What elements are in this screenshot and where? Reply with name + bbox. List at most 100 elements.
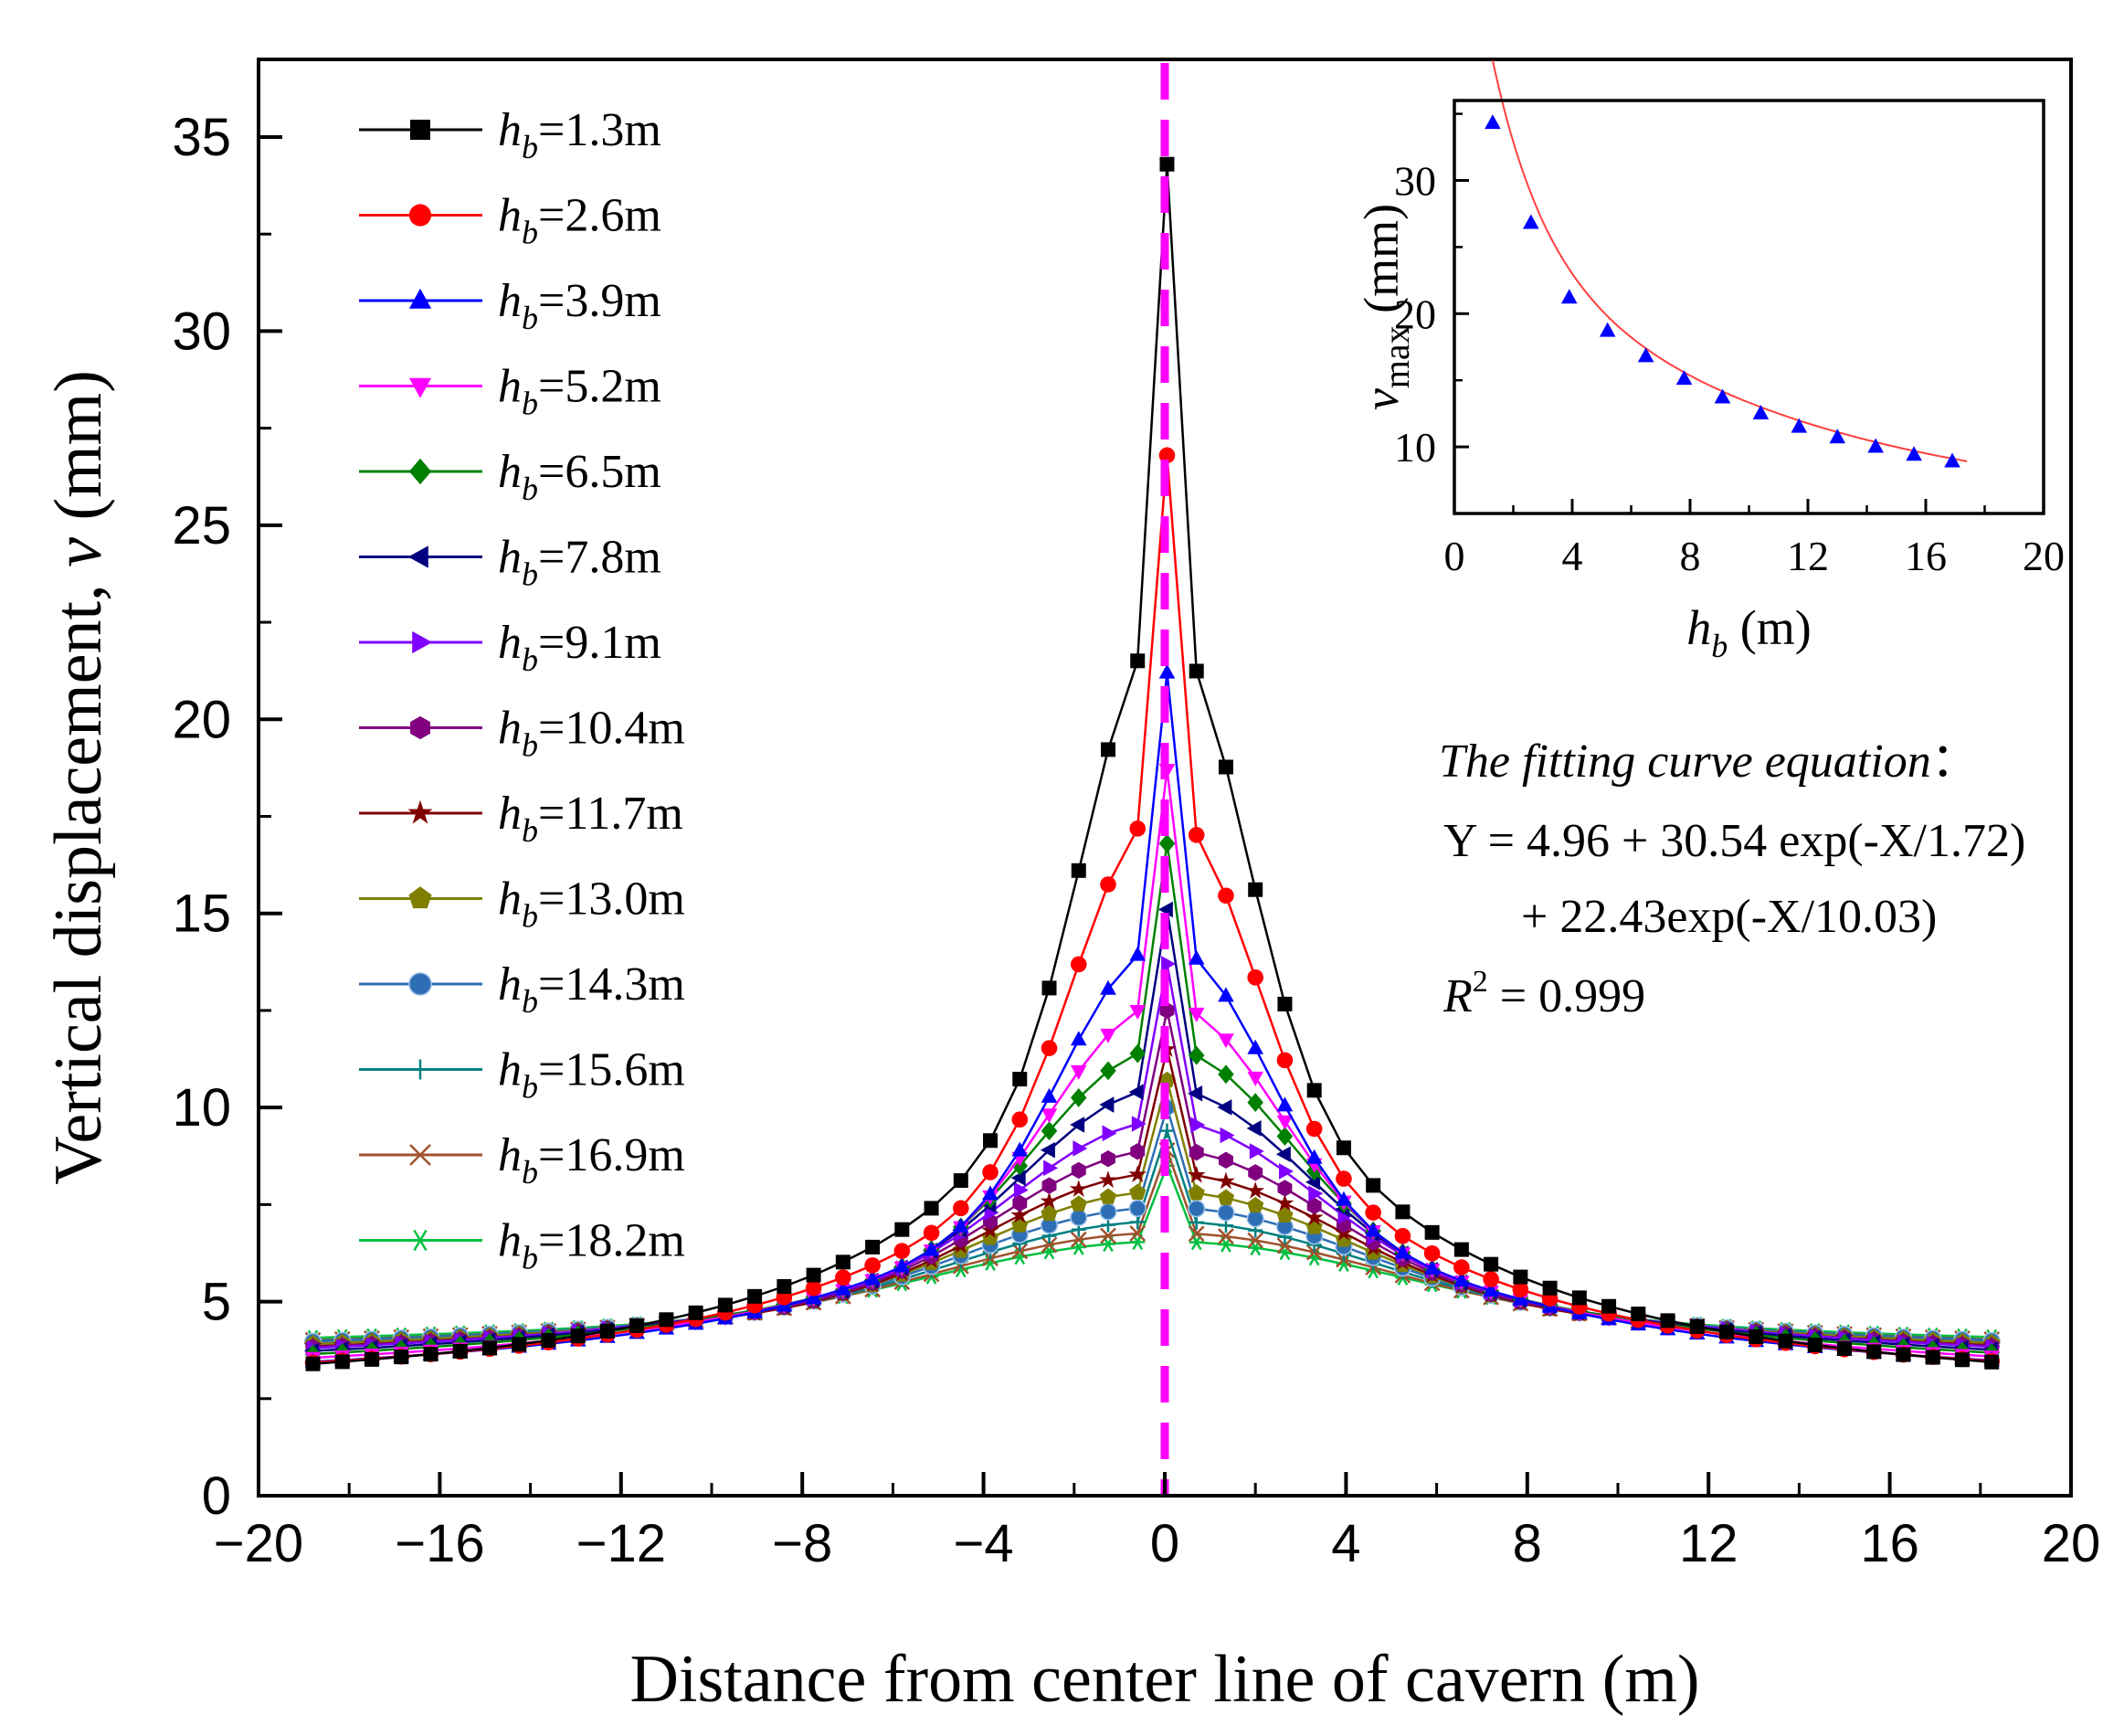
data-point-marker	[1218, 759, 1233, 775]
y-axis-title: Vertical displacement, v (mm)	[41, 370, 116, 1185]
data-point-marker	[1161, 956, 1177, 972]
data-point-marker	[1012, 1194, 1028, 1212]
data-point-marker	[1276, 1127, 1294, 1146]
data-point-marker	[1483, 1271, 1499, 1287]
data-point-marker	[1277, 996, 1293, 1011]
legend-label: hb=18.2m	[498, 1215, 685, 1276]
data-point-marker	[1276, 1096, 1294, 1112]
x-tick-label: 20	[2042, 1514, 2101, 1573]
data-point-marker	[1218, 1228, 1234, 1244]
equation-title-colon: ：	[1931, 736, 1979, 788]
data-point-marker	[365, 1351, 379, 1367]
inset-x-axis-title: hb (m)	[1686, 600, 1811, 664]
legend-label-var: h	[498, 190, 522, 242]
data-point-marker	[1925, 1350, 1940, 1365]
data-point-marker	[1276, 1206, 1294, 1223]
data-point-marker	[1218, 1033, 1234, 1049]
data-point-marker	[1011, 1141, 1029, 1157]
data-point-marker	[864, 1257, 881, 1274]
data-point-marker	[1513, 1269, 1528, 1285]
data-point-marker	[982, 1185, 999, 1201]
data-point-marker	[1247, 1093, 1263, 1113]
data-point-marker	[1100, 1028, 1116, 1043]
data-point-marker	[1484, 1256, 1499, 1272]
inset-data-point	[1752, 405, 1770, 420]
y-axis-title-variable: v	[41, 537, 116, 567]
legend-label-var: h	[498, 617, 522, 669]
r2-var: R	[1442, 970, 1473, 1022]
legend-label-value: =3.9m	[538, 275, 661, 327]
data-point-marker	[1866, 1344, 1882, 1360]
inset-x-tick-label: 4	[1562, 533, 1583, 579]
data-point-marker	[334, 1354, 350, 1370]
data-point-marker	[1069, 1180, 1088, 1198]
data-point-marker	[1217, 1189, 1235, 1205]
legend-label-value: =10.4m	[538, 703, 685, 755]
inset-y-tick-label: 20	[1394, 291, 1436, 337]
data-point-marker	[1188, 1200, 1206, 1218]
legend-label-value: =14.3m	[538, 958, 685, 1011]
data-point-marker	[1070, 1117, 1085, 1133]
data-point-marker	[1157, 901, 1173, 918]
data-point-marker	[1099, 1188, 1117, 1204]
legend-label-var: h	[498, 1044, 522, 1096]
data-point-marker	[1218, 1064, 1234, 1085]
data-point-marker	[1276, 1115, 1294, 1130]
inset-x-tick-label: 0	[1444, 533, 1465, 579]
data-point-marker	[1248, 1164, 1263, 1181]
legend-label-value: =9.1m	[538, 617, 661, 669]
x-tick-label: 4	[1331, 1514, 1360, 1573]
data-point-marker	[1336, 1191, 1352, 1206]
x-tick-label: −16	[395, 1514, 484, 1573]
data-point-marker	[864, 1270, 881, 1286]
data-point-marker	[1128, 1165, 1147, 1182]
data-point-marker	[410, 120, 430, 140]
inset-x-tick-label: 8	[1680, 533, 1701, 579]
inset-x-title-unit: (m)	[1728, 600, 1811, 655]
legend-item: hb=16.9m	[359, 1129, 685, 1191]
data-point-marker	[1070, 956, 1087, 973]
legend-item: hb=3.9m	[359, 275, 661, 336]
data-point-marker	[410, 1059, 430, 1080]
legend-item: hb=9.1m	[359, 617, 661, 678]
x-tick-label: −20	[214, 1514, 303, 1573]
data-point-marker	[1071, 863, 1086, 878]
data-point-marker	[1306, 1197, 1322, 1215]
legend-label-value: =11.7m	[538, 788, 683, 840]
data-point-marker	[835, 1280, 851, 1296]
data-point-marker	[1247, 1196, 1264, 1213]
data-point-marker	[1041, 1121, 1058, 1141]
legend-label-var: h	[498, 361, 522, 413]
legend-item: hb=10.4m	[359, 703, 685, 764]
legend-label: hb=1.3m	[498, 104, 661, 165]
legend-label-var: h	[498, 1129, 522, 1181]
data-point-marker	[1246, 1210, 1264, 1228]
legend-label-sub: b	[522, 1154, 538, 1191]
data-point-marker	[1188, 827, 1205, 843]
data-point-marker	[1040, 1191, 1059, 1210]
inset-y-tick-label: 10	[1394, 424, 1436, 471]
legend-label: hb=14.3m	[498, 958, 685, 1020]
data-point-marker	[1189, 1143, 1204, 1161]
data-point-marker	[1305, 1208, 1324, 1226]
data-point-marker	[1070, 1208, 1088, 1227]
data-point-marker	[1100, 876, 1116, 893]
legend-label-sub: b	[522, 471, 538, 507]
main-series-group	[303, 156, 2002, 1371]
y-axis-title-prefix: Vertical displacement,	[41, 567, 116, 1185]
data-point-marker	[1159, 156, 1175, 172]
legend-item: hb=5.2m	[359, 361, 661, 422]
x-tick-label: −12	[576, 1514, 666, 1573]
data-point-marker	[1041, 1177, 1057, 1194]
data-point-marker	[1130, 1143, 1146, 1160]
fit-curve-path	[1491, 59, 1968, 462]
inset-fit-curve	[1491, 59, 1968, 462]
legend-label-value: =13.0m	[538, 873, 685, 926]
data-point-marker	[1217, 1171, 1235, 1190]
data-point-marker	[1308, 1185, 1324, 1202]
data-point-marker	[1099, 1096, 1115, 1113]
data-point-marker	[805, 1279, 822, 1297]
legend-label: hb=3.9m	[498, 275, 661, 336]
data-point-marker	[894, 1222, 910, 1237]
